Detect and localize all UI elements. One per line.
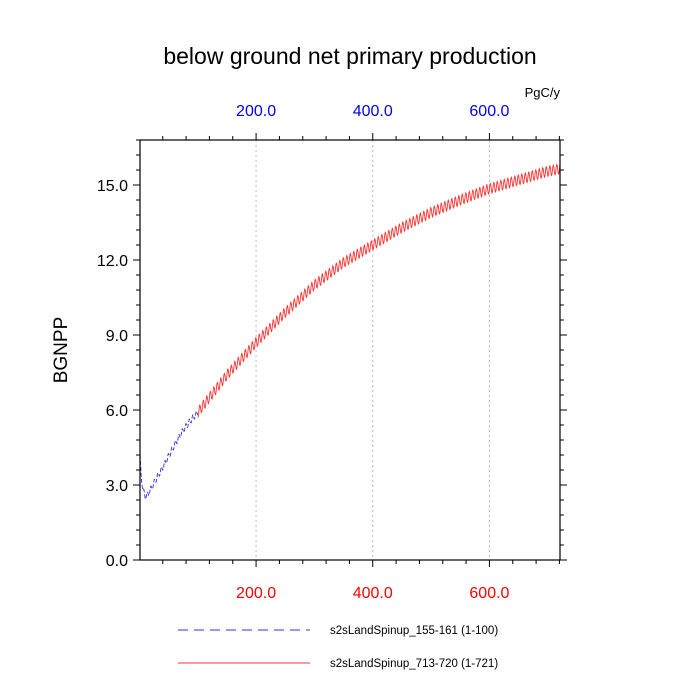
x-tick-label-bottom: 200.0 [236,585,276,602]
plot-frame [139,139,561,561]
units-label: PgC/y [525,85,561,100]
x-tick-label-top: 600.0 [469,103,509,120]
y-tick-label: 3.0 [106,478,128,495]
y-tick-label: 0.0 [106,553,128,570]
y-tick-label: 6.0 [106,403,128,420]
series-line-1 [139,410,199,500]
x-tick-label-top: 400.0 [353,103,393,120]
x-tick-label-bottom: 400.0 [353,585,393,602]
series-line-2 [197,163,561,419]
data-series [139,163,561,500]
legend-label-1: s2sLandSpinup_155-161 (1-100) [330,625,498,637]
y-axis-label: BGNPP [51,317,72,384]
legend: s2sLandSpinup_155-161 (1-100) s2sLandSpin… [178,625,498,670]
y-tick-label: 15.0 [97,178,128,195]
legend-label-2: s2sLandSpinup_713-720 (1-721) [330,658,498,670]
grid-lines [255,140,490,560]
axes: 0.0 3.0 6.0 9.0 12.0 15.0 200.0 200.0 400.0 400.0… [97,103,567,602]
x-tick-label-bottom: 600.0 [469,585,509,602]
x-tick-label-top: 200.0 [236,103,276,120]
chart-title: below ground net primary production [163,43,536,69]
y-tick-label: 12.0 [97,253,128,270]
y-tick-label: 9.0 [106,328,128,345]
